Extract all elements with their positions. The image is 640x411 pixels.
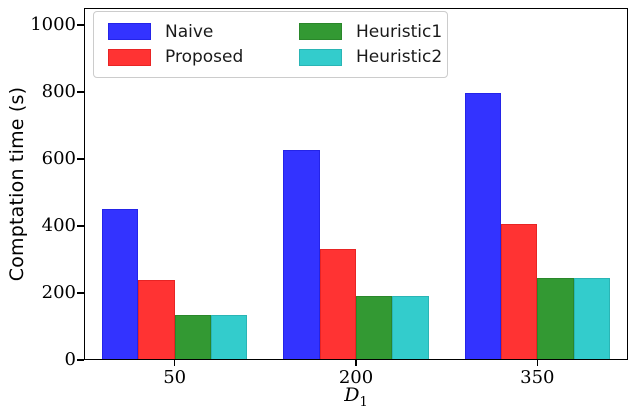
legend: Naive Proposed Heuristic1 Heuristic2	[93, 11, 448, 78]
y-tick-label: 0	[64, 349, 76, 370]
y-tick-mark	[77, 91, 84, 93]
legend-item-naive: Naive	[108, 19, 295, 45]
legend-swatch-heuristic1	[299, 23, 342, 41]
x-axis-label: D1	[316, 384, 396, 410]
bar-heuristic2	[573, 277, 610, 360]
bar-naive	[283, 150, 320, 360]
y-tick-mark	[77, 23, 84, 26]
legend-label: Naive	[165, 21, 214, 42]
bar-naive	[102, 209, 139, 360]
bar-proposed	[138, 279, 175, 360]
y-tick-label: 1000	[30, 13, 76, 35]
y-tick-mark	[77, 158, 84, 160]
bar-heuristic1	[174, 314, 211, 360]
x-tick-mark	[536, 360, 539, 366]
bar-heuristic2	[210, 314, 248, 360]
legend-label: Heuristic2	[356, 47, 443, 68]
y-tick-label: 600	[41, 147, 76, 169]
x-tick-mark	[173, 360, 176, 366]
x-tick-mark	[355, 360, 357, 366]
x-tick-label: 350	[520, 367, 555, 388]
bar-proposed	[501, 224, 538, 360]
x-axis-label-base: D	[344, 384, 360, 406]
x-axis-label-subscript: 1	[359, 394, 368, 410]
x-tick-label: 50	[163, 367, 187, 388]
legend-item-heuristic1: Heuristic1	[299, 19, 442, 45]
y-tick-label: 800	[41, 80, 76, 102]
bar-heuristic1	[537, 277, 574, 360]
y-tick-label: 200	[41, 281, 76, 303]
x-tick-label: 200	[338, 367, 374, 388]
legend-swatch-heuristic2	[299, 48, 342, 66]
legend-label: Proposed	[165, 47, 244, 68]
legend-item-proposed: Proposed	[108, 45, 295, 71]
y-axis-label: Comptation time (s)	[6, 86, 28, 282]
bar-naive	[464, 93, 502, 360]
y-tick-label: 400	[41, 214, 76, 236]
y-tick-mark	[77, 225, 84, 227]
legend-swatch-proposed	[108, 48, 151, 66]
legend-item-heuristic2: Heuristic2	[299, 45, 442, 71]
bar-heuristic2	[392, 296, 429, 360]
bar-proposed	[319, 249, 356, 360]
legend-swatch-naive	[108, 23, 151, 41]
legend-label: Heuristic1	[356, 21, 443, 42]
y-tick-mark	[77, 359, 84, 361]
bar-heuristic1	[356, 296, 393, 360]
y-tick-mark	[77, 292, 84, 294]
